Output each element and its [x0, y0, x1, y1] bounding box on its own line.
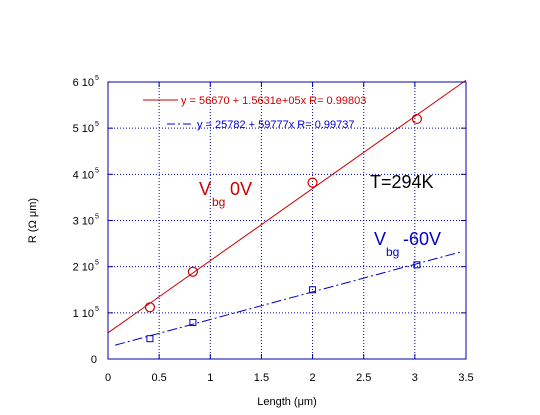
y-tick-label: 5 10 5	[73, 121, 99, 135]
x-axis-label: Length (μm)	[257, 396, 317, 408]
y-tick-label-mantissa: 6 10	[73, 77, 94, 89]
data-point-series-1	[144, 302, 156, 313]
series-1-label-tail: 0V	[230, 179, 252, 199]
series-1-label: V bg 0V	[199, 179, 252, 209]
y-axis-label: R (Ω μm)	[27, 198, 39, 243]
y-tick-label: 2 10 5	[73, 260, 99, 274]
y-tick-label-exponent: 5	[95, 306, 99, 313]
data-point-series-2	[189, 319, 197, 327]
y-tick-label-mantissa: 0	[91, 354, 97, 366]
legend-entry-series-2: y = 25782 + 59777x R= 0.99737	[197, 119, 355, 131]
series-2-label-sub: bg	[386, 245, 399, 259]
grid	[108, 82, 466, 359]
legend-entry-series-1: y = 56670 + 1.5631e+05x R= 0.99803	[181, 95, 366, 107]
fit-lines	[107, 79, 467, 346]
y-tick-label: 4 10 5	[73, 167, 99, 181]
data-point-series-2	[309, 286, 317, 294]
x-tick-label: 3	[412, 372, 418, 384]
y-tick-label: 1 10 5	[73, 306, 99, 320]
y-tick-label-mantissa: 2 10	[73, 262, 94, 274]
series-2-label-main: V	[374, 229, 386, 249]
x-tick-label: 0	[105, 372, 111, 384]
data-point-series-2	[413, 261, 421, 269]
data-points	[144, 113, 423, 343]
y-tick-labels: 01 10 52 10 53 10 54 10 55 10 56 10 5	[73, 75, 99, 366]
x-tick-label: 2	[310, 372, 316, 384]
x-tick-label: 1	[207, 372, 213, 384]
fit-line-series-1	[107, 79, 467, 334]
y-tick-label-mantissa: 1 10	[73, 308, 94, 320]
data-point-series-1	[187, 266, 198, 277]
y-tick-label-exponent: 5	[95, 260, 99, 267]
temperature-annotation: T=294K	[370, 172, 434, 192]
legend: y = 56670 + 1.5631e+05x R= 0.99803 y = 2…	[143, 95, 366, 131]
series-2-label: V bg -60V	[374, 229, 441, 259]
y-tick-label: 0	[91, 354, 97, 366]
fit-line-series-2	[115, 251, 462, 346]
series-1-label-main: V	[199, 179, 211, 199]
y-tick-label-exponent: 5	[95, 121, 99, 128]
data-point-series-1	[307, 177, 318, 188]
y-tick-label-exponent: 5	[95, 214, 99, 221]
y-tick-label: 6 10 5	[73, 75, 99, 89]
x-tick-label: 2.5	[356, 372, 371, 384]
y-tick-label-exponent: 5	[95, 167, 99, 174]
x-tick-label: 3.5	[458, 372, 473, 384]
x-tick-label: 0.5	[151, 372, 166, 384]
y-tick-label-exponent: 5	[95, 75, 99, 82]
y-tick-label: 3 10 5	[73, 214, 99, 228]
x-tick-labels: 0 0.5 1 1.5 2 2.5 3 3.5	[105, 372, 474, 384]
data-point-series-1	[411, 113, 423, 125]
series-2-label-tail: -60V	[403, 229, 441, 249]
axis-ticks	[107, 81, 467, 360]
y-tick-label-mantissa: 5 10	[73, 123, 94, 135]
series-1-label-sub: bg	[212, 195, 225, 209]
y-tick-label-mantissa: 3 10	[73, 216, 94, 228]
data-point-series-2	[146, 335, 154, 343]
y-tick-label-mantissa: 4 10	[73, 169, 94, 181]
x-tick-label: 1.5	[254, 372, 269, 384]
